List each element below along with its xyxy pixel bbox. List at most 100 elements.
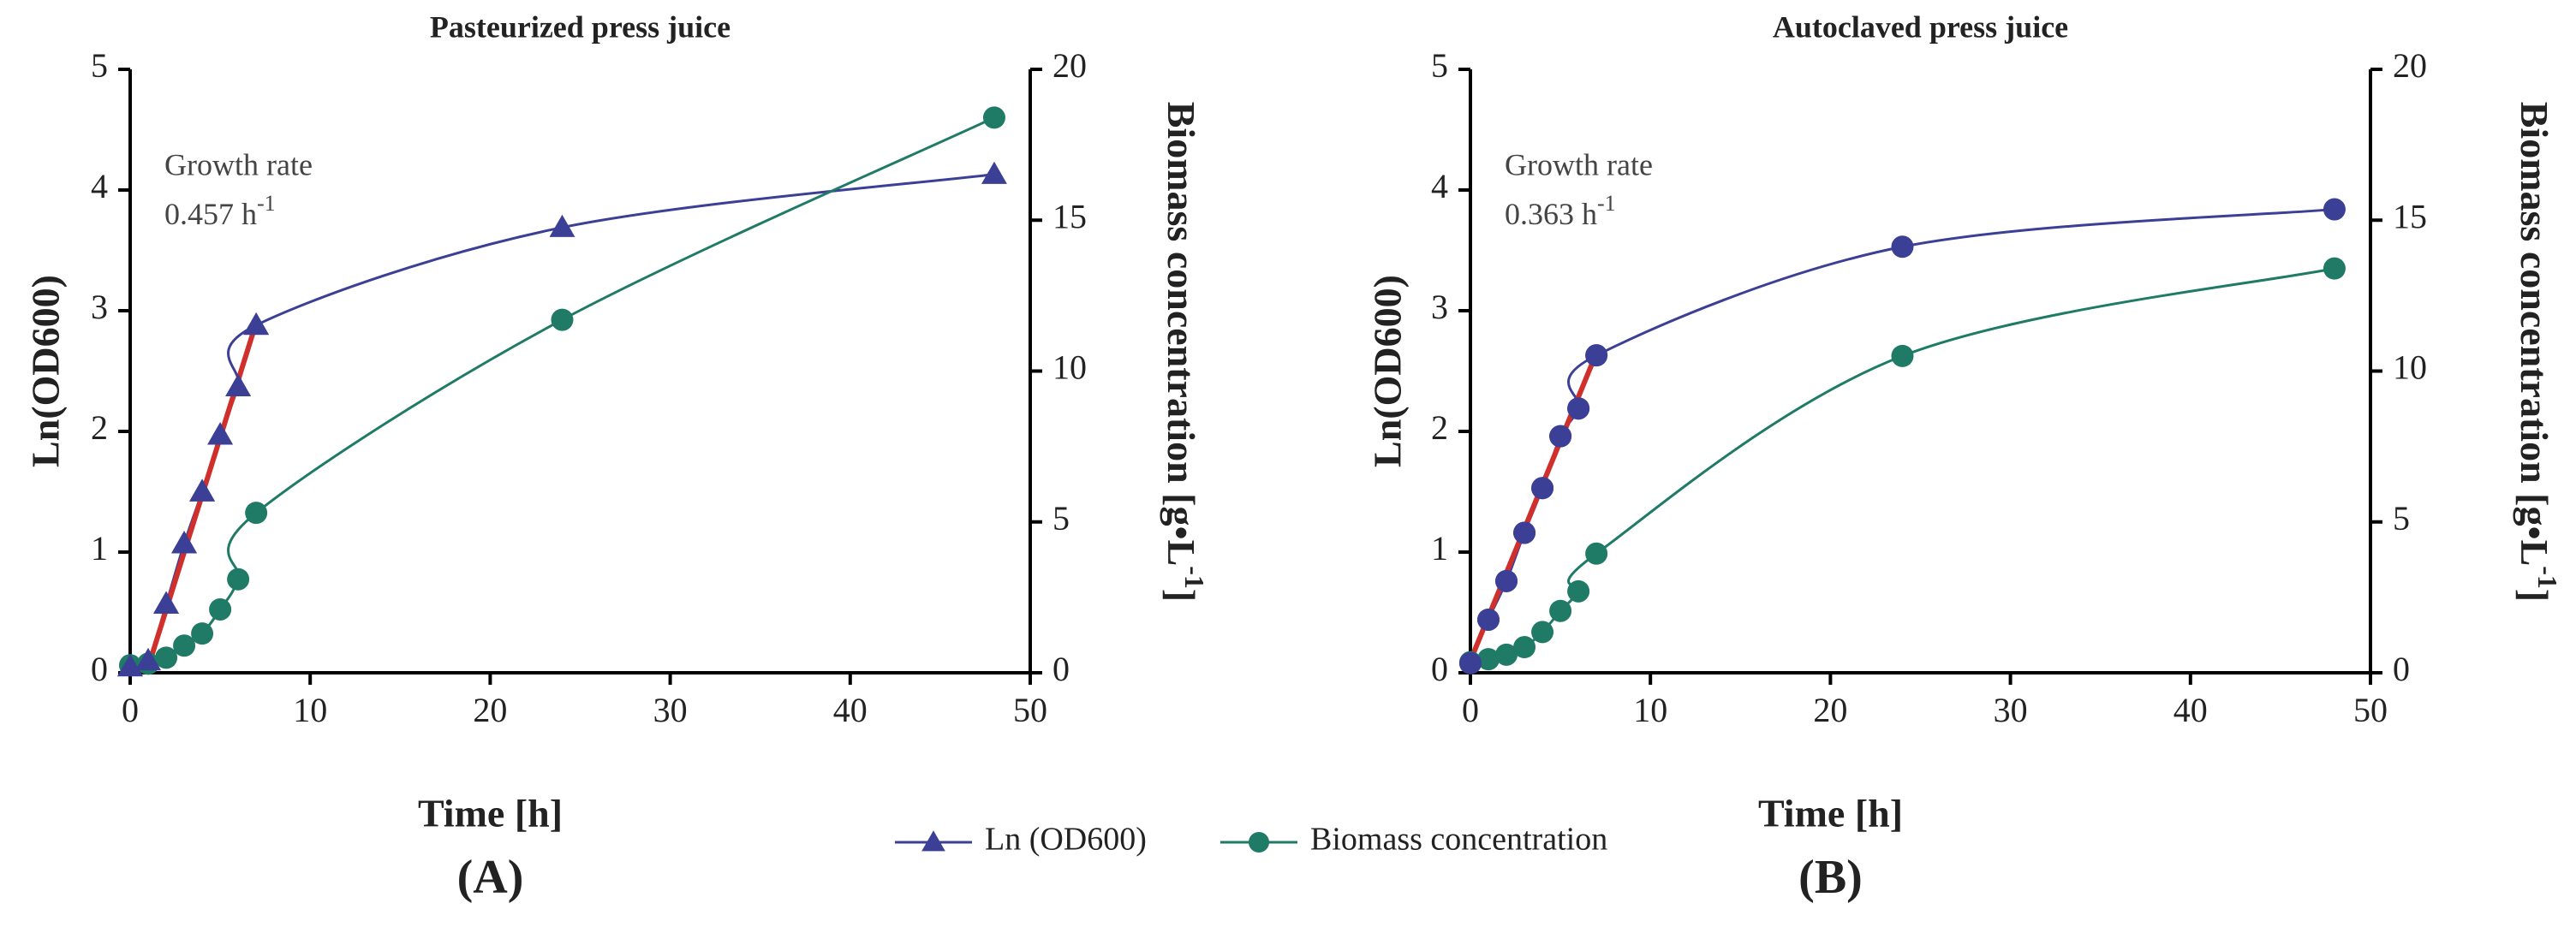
annotation: 0.363 h-1 (1505, 191, 1616, 231)
data-point (1459, 651, 1482, 674)
data-point (225, 373, 252, 397)
data-point (981, 161, 1007, 184)
x-tick-label: 40 (833, 691, 868, 729)
y2-axis-title-text: Biomass concentration [g•L (1160, 102, 1203, 567)
y2-tick-label: 5 (1052, 499, 1070, 538)
y2-axis-title-sup: -1 (2532, 566, 2563, 589)
annotation: 0.457 h-1 (164, 191, 276, 231)
data-point (551, 308, 574, 331)
series-line (129, 173, 995, 669)
y-tick-label: 3 (1431, 288, 1448, 326)
y2-tick-label: 0 (1052, 650, 1070, 688)
x-tick-label: 20 (473, 691, 507, 729)
y2-tick-label: 10 (2393, 348, 2427, 387)
annotation-sup: -1 (257, 191, 276, 216)
data-point (1585, 344, 1608, 367)
x-tick-label: 10 (293, 691, 327, 729)
data-point (2323, 257, 2346, 280)
annotation: Growth rate (164, 147, 313, 181)
x-tick-label: 50 (1013, 691, 1047, 729)
x-tick-label: 20 (1813, 691, 1847, 729)
data-point (549, 214, 575, 237)
data-point (1549, 599, 1572, 622)
data-point (243, 312, 270, 336)
data-point (227, 567, 250, 591)
x-tick-label: 50 (2353, 691, 2388, 729)
chart-title: Autoclaved press juice (1773, 9, 2068, 44)
y2-tick-label: 10 (1052, 348, 1087, 387)
data-point (982, 106, 1005, 129)
data-point (2323, 198, 2346, 221)
y2-tick-label: 20 (1052, 46, 1087, 85)
y-tick-label: 4 (1431, 167, 1448, 205)
y-axis-title: Ln(OD600) (24, 275, 68, 467)
legend-label: Ln (OD600) (985, 822, 1147, 858)
data-point (171, 531, 198, 554)
data-point (191, 622, 214, 645)
data-point (1585, 542, 1608, 565)
y2-axis-title-text: Biomass concentration [g•L (2513, 102, 2556, 567)
panel-label: (A) (457, 851, 524, 904)
x-tick-label: 40 (2174, 691, 2208, 729)
data-point (1513, 521, 1536, 544)
x-axis-title: Time [h] (418, 792, 563, 835)
data-point (1567, 579, 1590, 603)
data-point (1495, 643, 1518, 666)
data-point (135, 647, 161, 671)
data-point (1477, 648, 1500, 671)
y-tick-label: 5 (91, 46, 108, 85)
data-point (1495, 569, 1518, 592)
data-point (1513, 636, 1536, 659)
y2-tick-label: 20 (2393, 46, 2427, 85)
data-point (1531, 621, 1554, 644)
x-tick-label: 10 (1633, 691, 1667, 729)
data-point (1567, 397, 1590, 420)
data-point (1891, 344, 1914, 367)
data-point (209, 597, 232, 621)
y2-axis-title: Biomass concentration [g•L-1] (1160, 102, 1209, 603)
series-line (1469, 208, 2335, 664)
data-point (117, 654, 143, 677)
annotation-sup: -1 (1597, 191, 1616, 216)
annotation-text: 0.457 h (164, 197, 257, 231)
y2-axis-title-end: ] (1160, 589, 1203, 602)
legend-label: Biomass concentration (1310, 822, 1607, 858)
x-tick-label: 0 (1462, 691, 1479, 729)
data-point (245, 502, 268, 525)
y2-tick-label: 15 (2393, 197, 2427, 235)
data-point (1549, 425, 1572, 448)
panel-label: (B) (1798, 851, 1863, 904)
y-tick-label: 3 (91, 288, 108, 326)
y2-tick-label: 5 (2393, 499, 2410, 538)
data-point (189, 478, 216, 502)
y-tick-label: 2 (1431, 408, 1448, 447)
y2-tick-label: 15 (1052, 197, 1087, 235)
annotation: Growth rate (1505, 147, 1653, 181)
y-tick-label: 0 (1431, 650, 1448, 688)
legend-marker (921, 830, 945, 852)
y-axis-title: Ln(OD600) (1366, 275, 1410, 467)
data-point (1477, 608, 1500, 631)
x-tick-label: 0 (122, 691, 139, 729)
y-tick-label: 1 (1431, 529, 1448, 567)
x-tick-label: 30 (653, 691, 688, 729)
data-point (153, 591, 179, 614)
y2-axis-title-end: ] (2513, 589, 2556, 602)
y-tick-label: 0 (91, 650, 108, 688)
y2-axis-title-sup: -1 (1179, 566, 1210, 589)
annotation-text: 0.363 h (1505, 197, 1597, 231)
x-axis-title: Time [h] (1758, 792, 1903, 835)
data-point (155, 646, 178, 669)
y-tick-label: 2 (91, 408, 108, 447)
y2-tick-label: 0 (2393, 650, 2410, 688)
y-tick-label: 1 (91, 529, 108, 567)
data-point (1531, 477, 1554, 500)
series-line (1470, 267, 2335, 664)
x-tick-label: 30 (1994, 691, 2028, 729)
chart-title: Pasteurized press juice (430, 9, 730, 44)
legend-marker (1249, 832, 1269, 853)
y-tick-label: 4 (91, 167, 108, 205)
